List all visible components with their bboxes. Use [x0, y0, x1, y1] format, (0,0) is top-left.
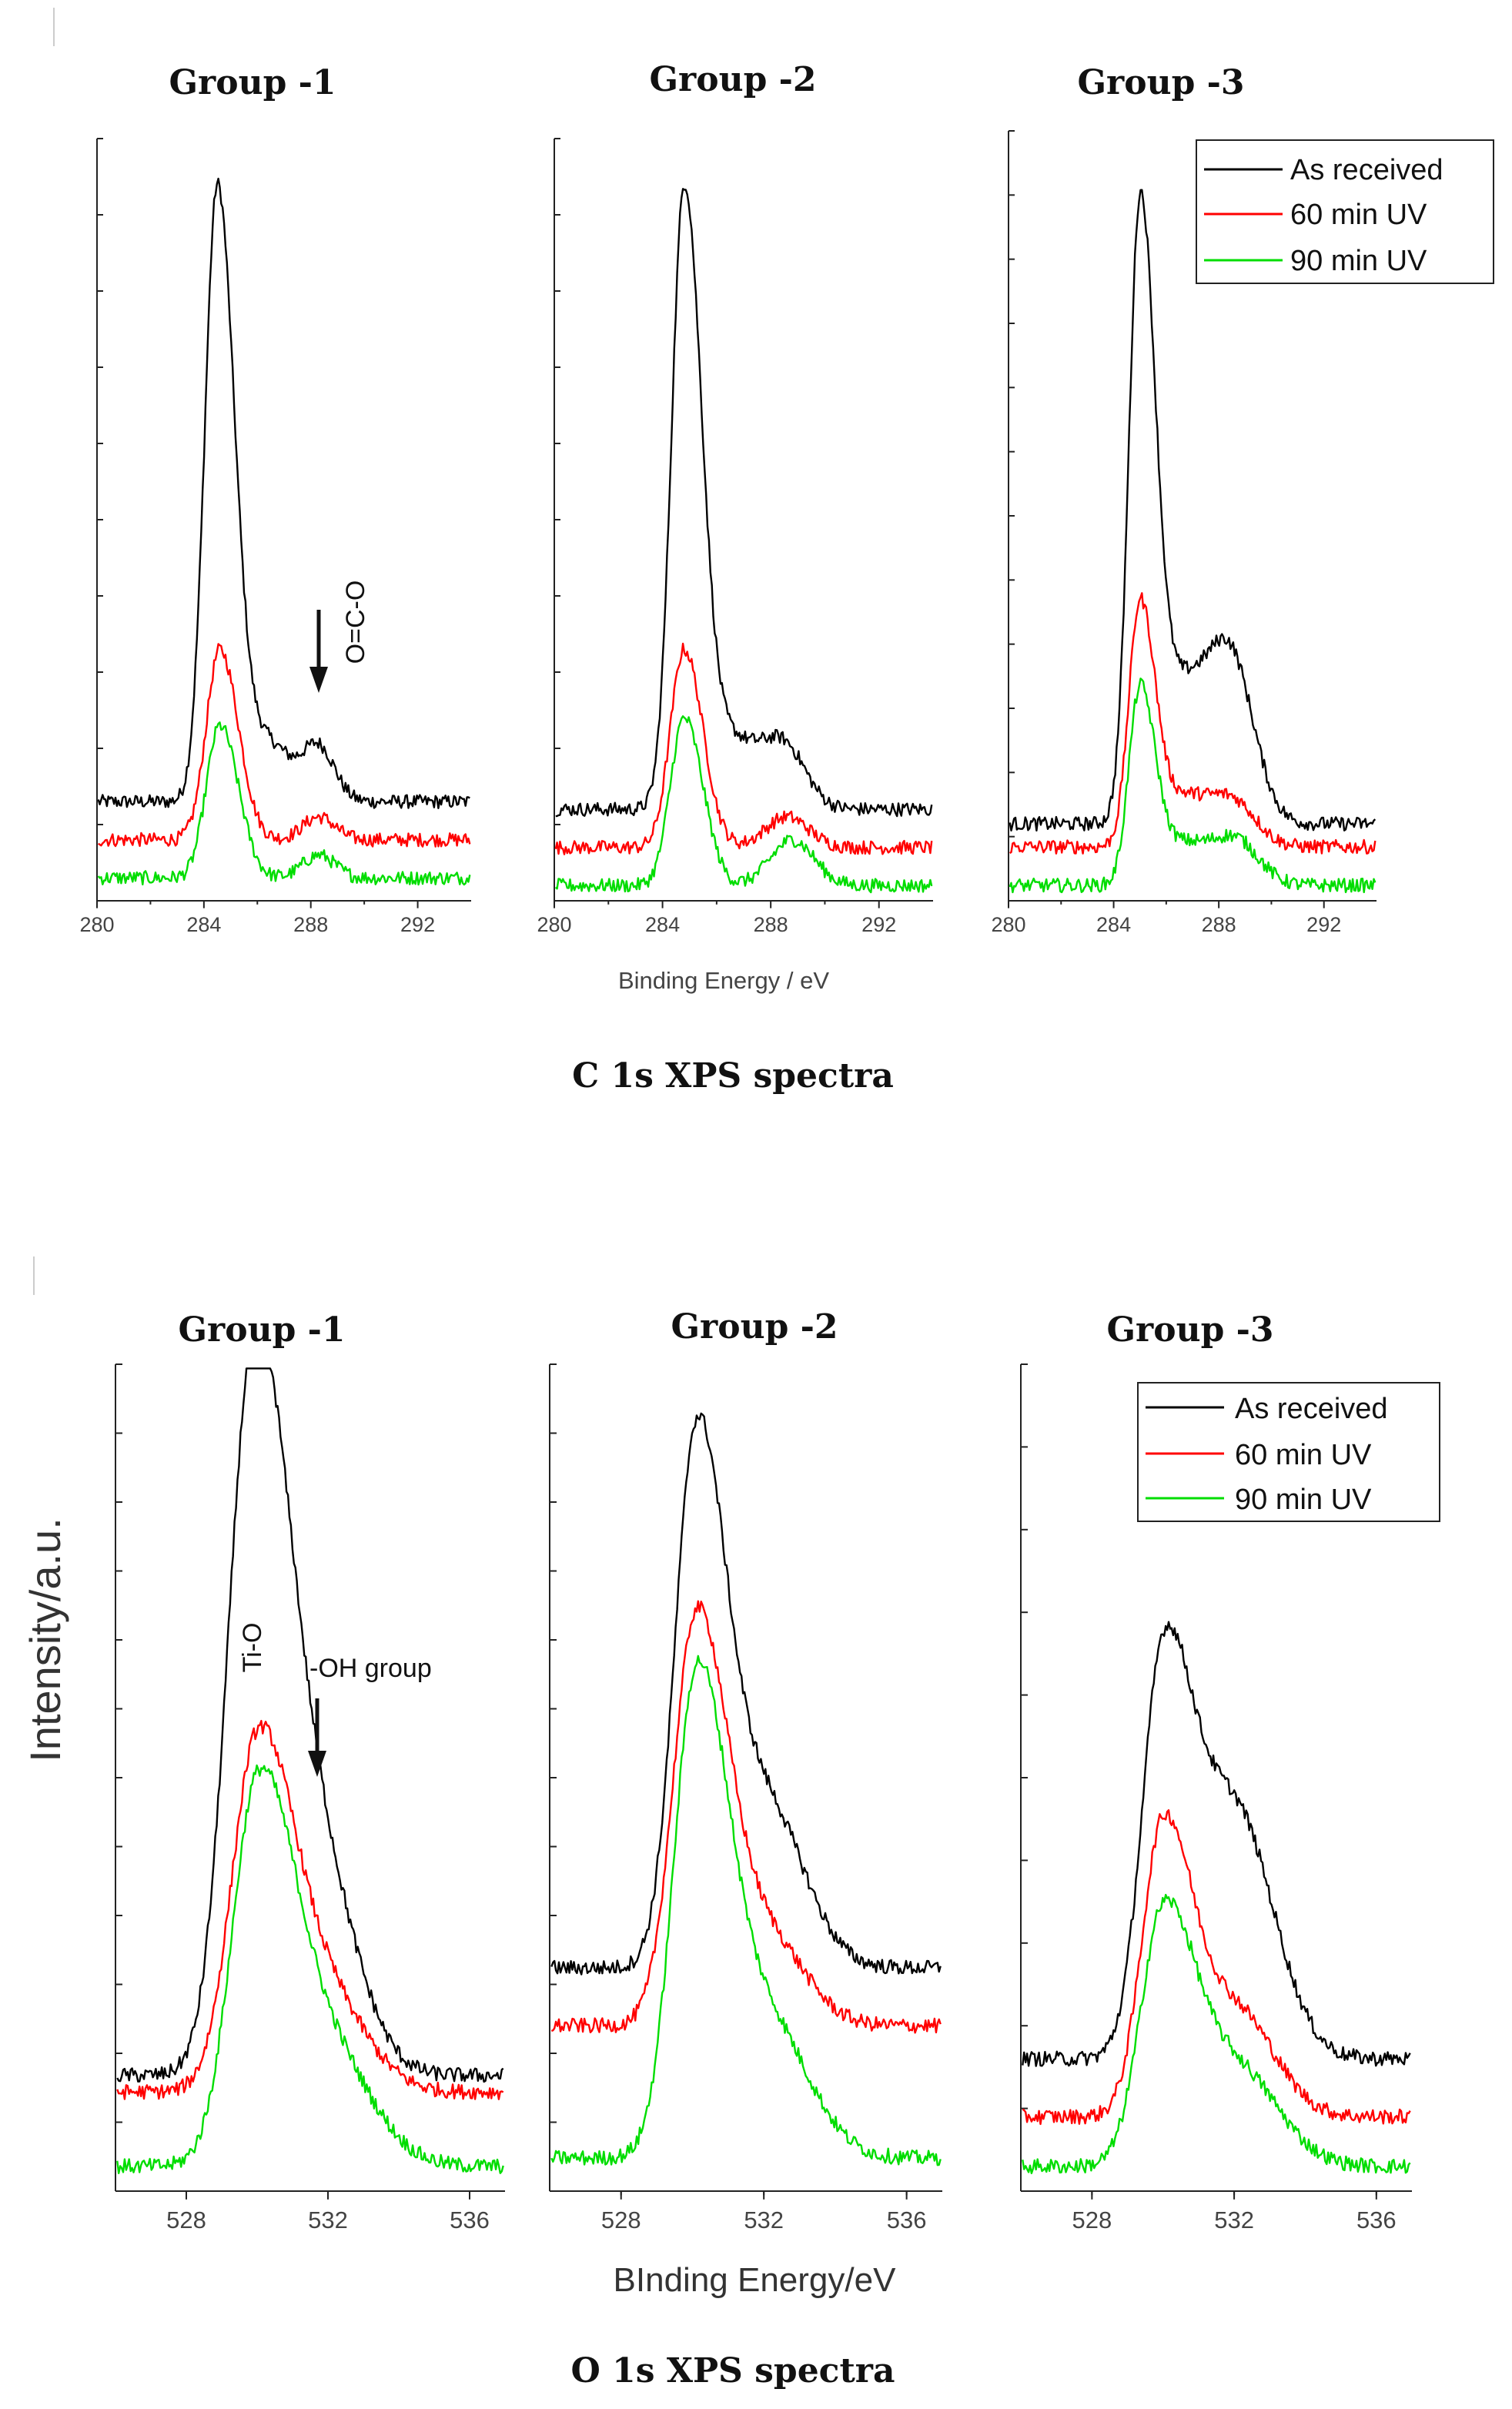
series-line-as-received [550, 1412, 942, 1976]
x-tick-label: 536 [887, 2207, 927, 2233]
o1s-panel-title-2: Group -2 [671, 1307, 838, 1347]
legend-label-90-min: 90 min UV [1290, 245, 1427, 277]
x-tick-label: 536 [1356, 2207, 1397, 2233]
x-tick-label: 280 [991, 913, 1025, 936]
c1s-plot-group-3: 280 284 288 292 [991, 130, 1377, 936]
o1s-plot-group-1: 528 532 536 [115, 1363, 505, 2233]
o1s-plot-group-2: 528 532 536 [549, 1363, 942, 2233]
x-tick-label: 280 [79, 913, 114, 936]
series-line-60-min-uv [116, 1719, 504, 2100]
x-tick-label: 528 [1072, 2207, 1112, 2233]
series-line-as-received [555, 188, 933, 818]
series-line-60-min-uv [98, 643, 471, 848]
series-line-90-min-uv [554, 715, 933, 894]
c1s-caption: C 1s XPS spectra [572, 1056, 894, 1096]
series-line-60-min-uv [1009, 592, 1377, 855]
x-tick-label: 280 [537, 913, 571, 936]
o1s-figure: Intensity/a.u. Group -1 Group -2 Group -… [21, 1307, 1440, 2391]
legend-label-90-min: 90 min UV [1235, 1484, 1372, 1516]
x-tick-label: 532 [744, 2207, 784, 2233]
series-line-as-received [1009, 189, 1377, 831]
series-line-90-min-uv [550, 1655, 942, 2166]
c1s-panel-title-1: Group -1 [169, 63, 336, 102]
legend-label-60-min: 60 min UV [1290, 199, 1427, 231]
c1s-legend: As received 60 min UV 90 min UV [1196, 139, 1494, 284]
x-tick-label: 284 [186, 913, 221, 936]
x-tick-label: 288 [754, 913, 788, 936]
c1s-x-axis-title: Binding Energy / eV [618, 967, 829, 994]
legend-label-60-min: 60 min UV [1235, 1439, 1372, 1471]
legend-label-as-received: As received [1290, 154, 1443, 186]
series-line-as-received [97, 177, 470, 809]
series-line-90-min-uv [97, 721, 471, 886]
series-line-60-min-uv [1022, 1809, 1411, 2126]
series-line-as-received [1022, 1621, 1411, 2067]
annotation-oh-arrow-head [308, 1751, 326, 1777]
x-tick-label: 292 [861, 913, 896, 936]
x-tick-label: 284 [645, 913, 680, 936]
series-line-90-min-uv [116, 1764, 504, 2174]
o1s-plot-group-3: 528 532 536 [1020, 1363, 1412, 2233]
x-tick-label: 292 [1306, 913, 1341, 936]
x-tick-label: 292 [400, 913, 435, 936]
o1s-panel-title-1: Group -1 [178, 1310, 345, 1350]
o1s-y-axis-title: Intensity/a.u. [21, 1517, 69, 1762]
annotation-oh-group-label: -OH group [309, 1654, 432, 1683]
series-line-90-min-uv [1009, 678, 1377, 894]
o1s-panel-title-3: Group -3 [1106, 1310, 1273, 1350]
c1s-panel-title-2: Group -2 [649, 60, 816, 99]
x-tick-label: 528 [601, 2207, 641, 2233]
series-line-as-received [116, 1367, 504, 2083]
annotation-arrow-head [309, 667, 328, 693]
c1s-plot-group-1: 280 284 288 292 [79, 138, 471, 936]
c1s-annotation: O=C-O [309, 581, 370, 693]
annotation-ocoo-label: O=C-O [341, 581, 370, 664]
annotation-ti-o-label: Ti-O [238, 1623, 267, 1673]
series-line-60-min-uv [554, 642, 933, 855]
o1s-caption: O 1s XPS spectra [570, 2351, 895, 2391]
x-tick-label: 288 [293, 913, 328, 936]
x-tick-label: 532 [308, 2207, 348, 2233]
c1s-figure: Group -1 Group -2 Group -3 280 284 288 292 … [79, 60, 1494, 1096]
o1s-legend: As received 60 min UV 90 min UV [1137, 1382, 1440, 1522]
series-line-90-min-uv [1022, 1893, 1411, 2174]
x-tick-label: 288 [1202, 913, 1236, 936]
o1s-x-axis-title: BInding Energy/eV [614, 2261, 897, 2299]
x-tick-label: 532 [1214, 2207, 1254, 2233]
legend-label-as-received: As received [1235, 1393, 1388, 1425]
series-line-60-min-uv [550, 1600, 942, 2034]
x-tick-label: 536 [450, 2207, 490, 2233]
x-tick-label: 284 [1096, 913, 1131, 936]
c1s-panel-title-3: Group -3 [1077, 63, 1244, 102]
c1s-plot-group-2: 280 284 288 292 [537, 138, 933, 936]
o1s-annotations: Ti-O -OH group [238, 1623, 432, 1777]
x-tick-label: 528 [166, 2207, 206, 2233]
